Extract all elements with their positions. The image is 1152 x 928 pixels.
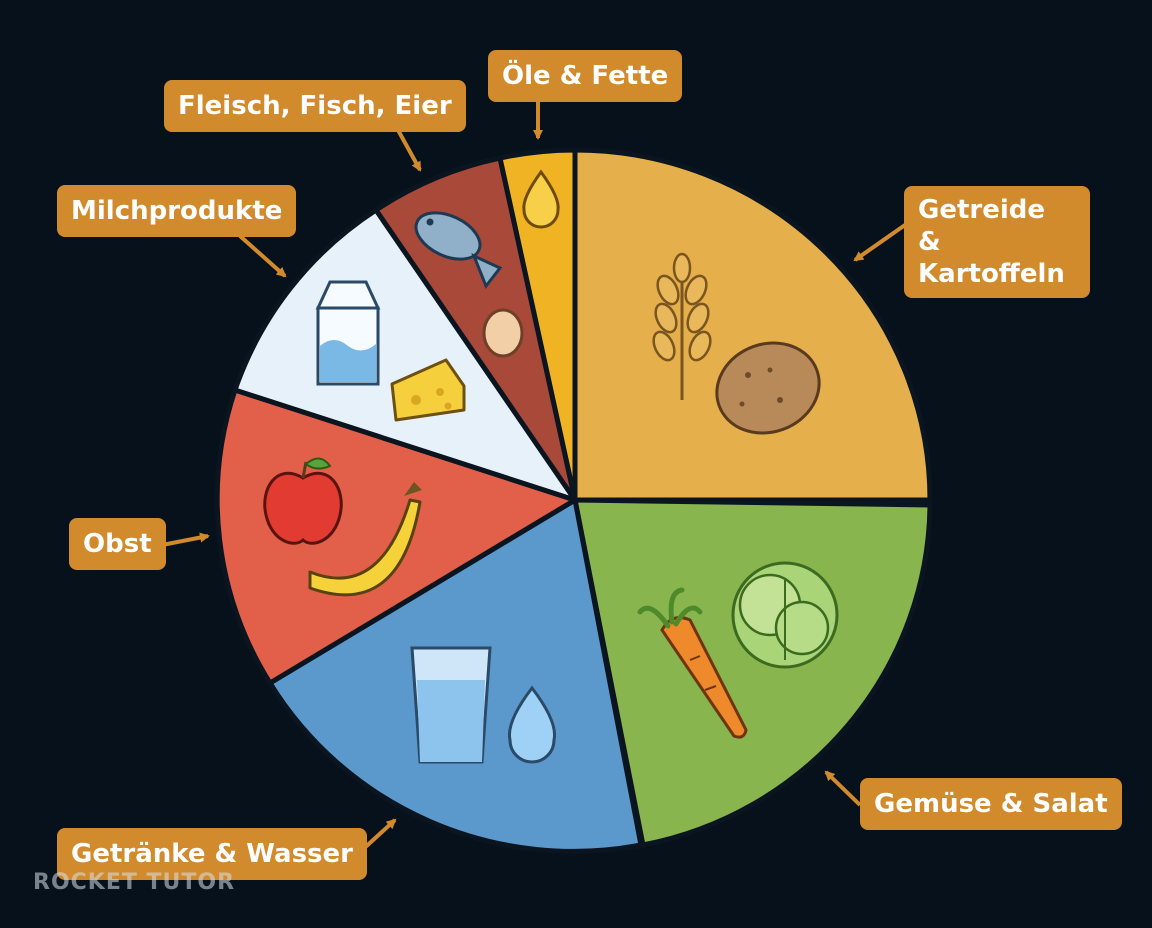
label-getreide-line1: Getreide &	[918, 195, 1046, 257]
segment-getreide	[572, 147, 933, 503]
label-obst: Obst	[69, 518, 166, 570]
arrow-obst	[161, 532, 210, 547]
label-getraenke: Getränke & Wasser	[57, 828, 367, 880]
wheat-icon	[652, 252, 712, 400]
segment-milch	[232, 207, 578, 503]
cheese-icon	[390, 358, 466, 422]
lettuce-icon	[731, 561, 839, 669]
segment-gemuese	[572, 497, 933, 848]
egg-icon	[482, 308, 524, 358]
label-fleisch: Fleisch, Fisch, Eier	[164, 80, 466, 132]
oil-drop-icon	[522, 169, 560, 229]
arrow-getreide	[853, 223, 907, 262]
potato-icon	[715, 341, 821, 435]
segment-oele	[497, 147, 578, 503]
milk-carton-icon	[315, 280, 381, 386]
fish-icon	[414, 211, 503, 289]
label-milch: Milchprodukte	[57, 185, 297, 237]
pie-segments	[214, 147, 933, 854]
carrot-icon	[637, 587, 748, 739]
label-getreide-line2: Kartoffeln	[918, 259, 1065, 289]
water-drop-icon	[507, 685, 557, 764]
arrow-fleisch	[396, 129, 422, 172]
label-gemuese: Gemüse & Salat	[860, 778, 1122, 830]
water-glass-icon	[410, 646, 492, 764]
label-oele: Öle & Fette	[488, 50, 683, 102]
watermark-logo: ROCKET TUTOR	[33, 870, 236, 895]
apple-icon	[263, 457, 343, 545]
banana-icon	[308, 482, 422, 597]
arrow-gemuese	[824, 770, 862, 807]
arrow-milch	[238, 234, 287, 278]
label-getreide: Getreide & Kartoffeln	[904, 186, 1090, 298]
label-arrows	[161, 100, 907, 854]
